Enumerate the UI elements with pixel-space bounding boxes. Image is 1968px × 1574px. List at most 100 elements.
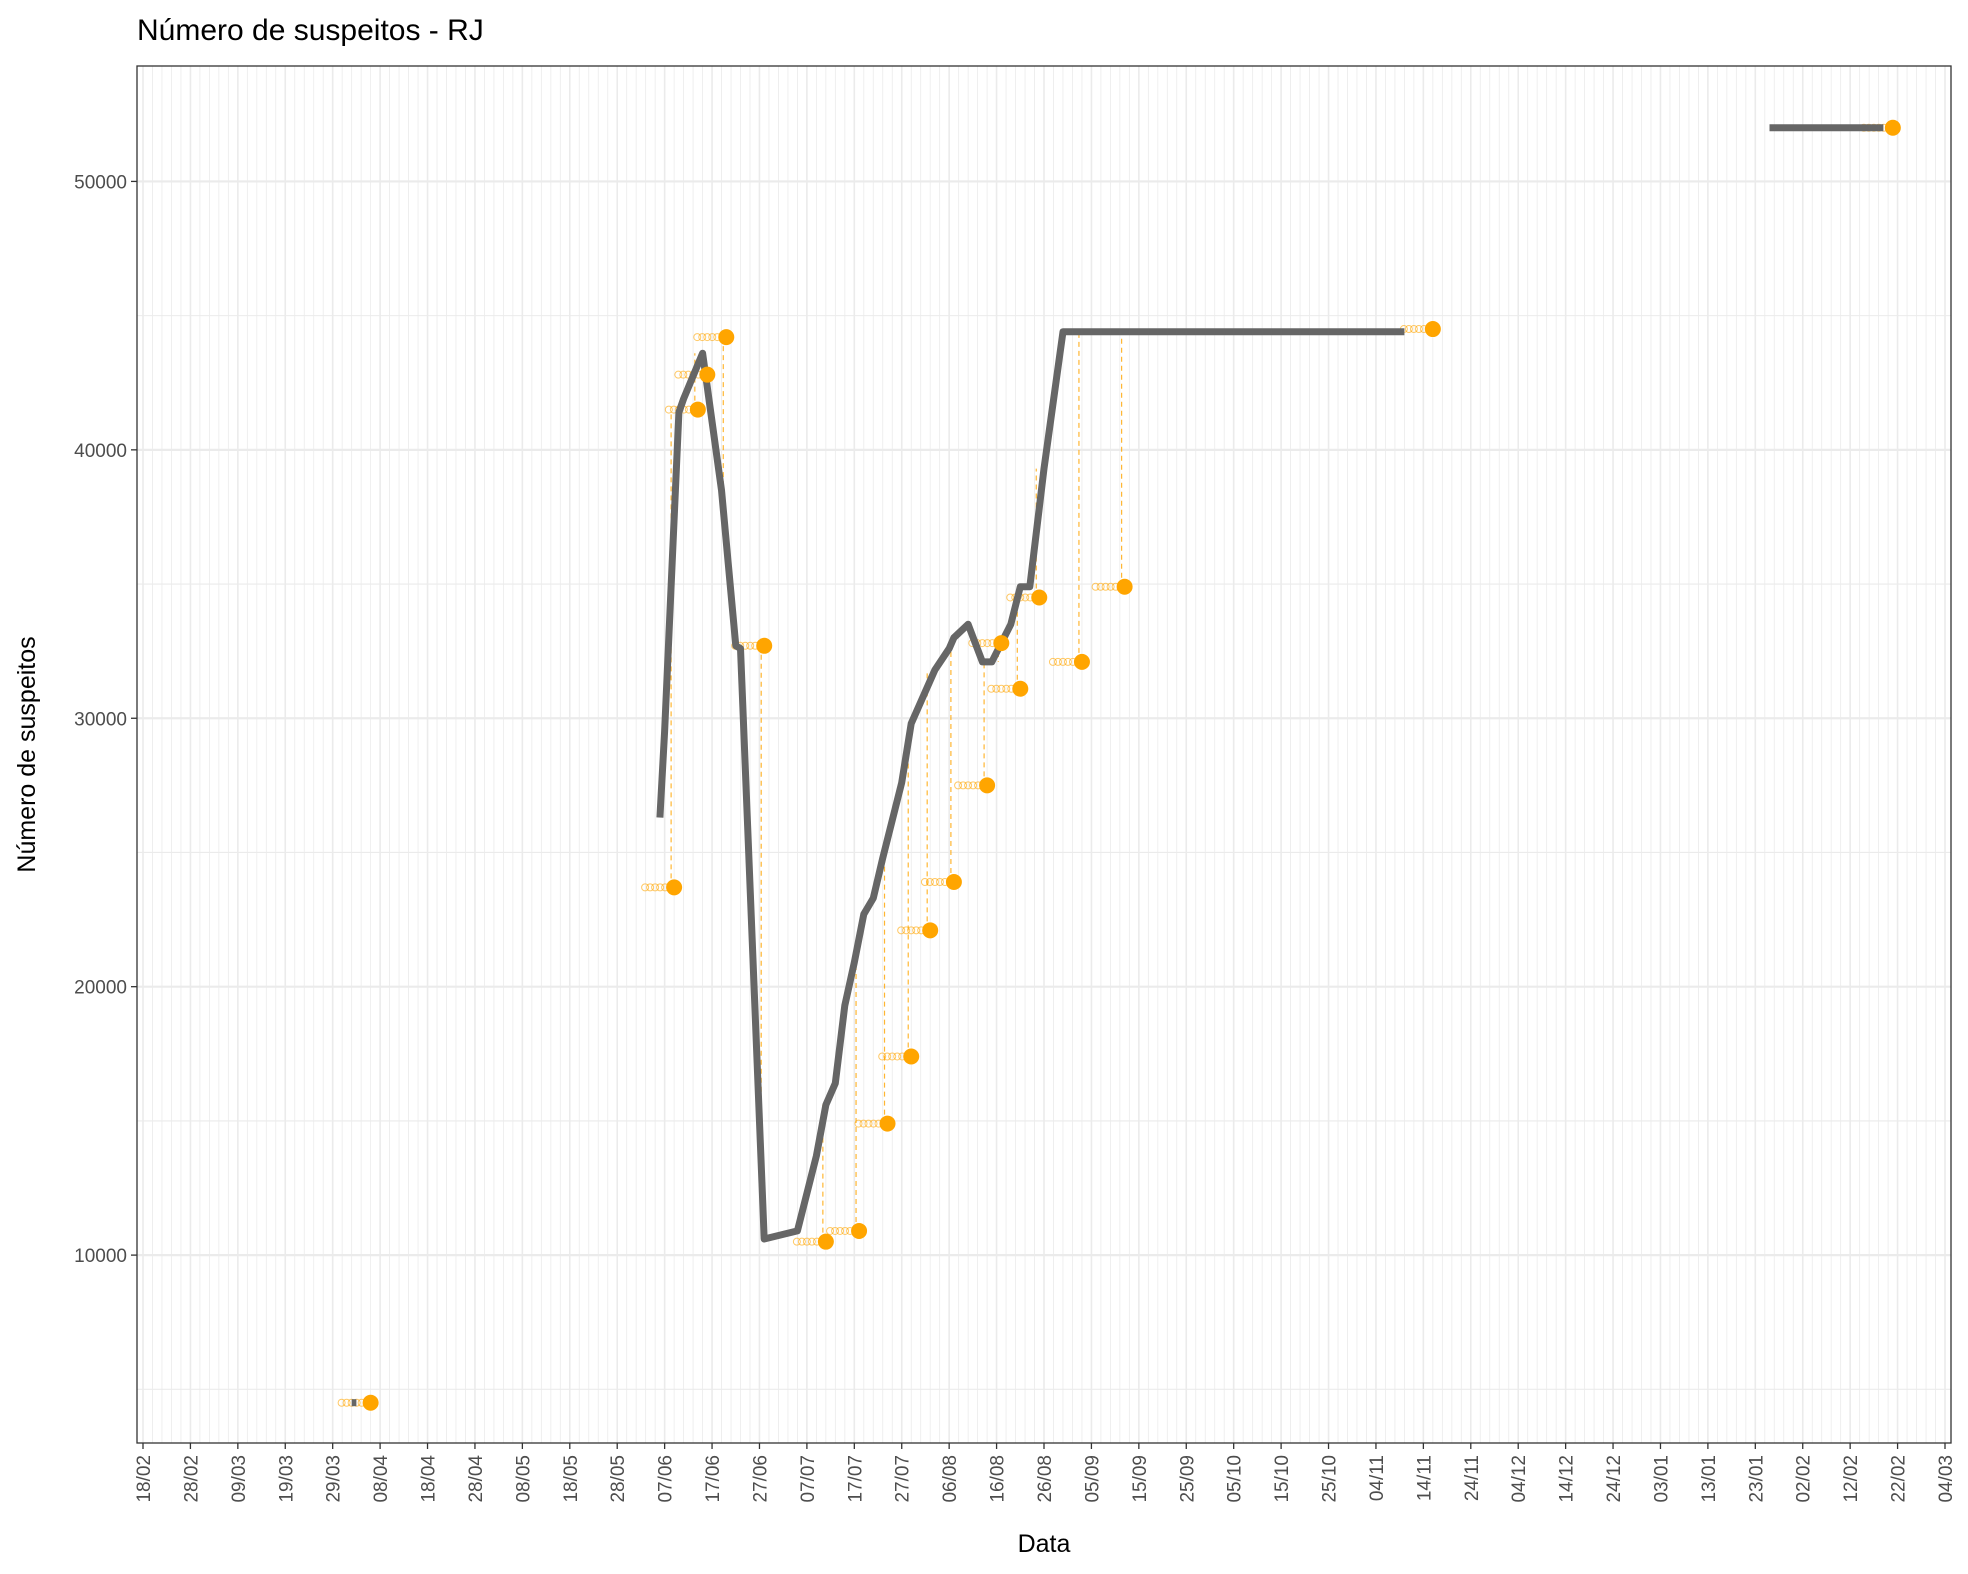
data-point xyxy=(1031,589,1048,606)
data-point xyxy=(756,637,773,654)
point-trail xyxy=(997,684,1006,693)
data-point xyxy=(922,922,939,939)
point-trail xyxy=(1414,325,1423,334)
x-tick-label: 07/07 xyxy=(798,1455,819,1503)
x-tick-label: 08/05 xyxy=(513,1455,534,1503)
point-trail xyxy=(987,684,996,693)
point-trail xyxy=(802,1237,811,1246)
x-tick-label: 07/06 xyxy=(656,1455,677,1503)
data-point xyxy=(362,1394,379,1411)
chart-title: Número de suspeitos - RJ xyxy=(137,14,484,47)
x-tick-label: 16/08 xyxy=(988,1455,1009,1503)
x-tick-label: 08/04 xyxy=(371,1455,392,1503)
series-line-segment xyxy=(656,328,1405,1243)
x-tick-label: 28/04 xyxy=(466,1455,487,1503)
x-tick-label: 27/06 xyxy=(750,1455,771,1503)
data-point xyxy=(945,874,962,890)
point-trail xyxy=(792,1237,801,1246)
series-points xyxy=(362,119,1901,1411)
data-point xyxy=(1073,653,1090,670)
data-point xyxy=(689,401,706,418)
point-trail xyxy=(897,926,906,935)
point-trail xyxy=(698,333,707,342)
x-axis-title: Data xyxy=(1018,1530,1071,1558)
x-tick-label: 19/03 xyxy=(276,1455,297,1503)
x-tick-label: 28/05 xyxy=(608,1455,629,1503)
point-trail xyxy=(1091,582,1100,591)
data-point xyxy=(1884,119,1901,136)
data-point xyxy=(699,366,716,383)
x-tick-label: 06/08 xyxy=(940,1455,961,1503)
y-axis-title: Número de suspeitos xyxy=(13,636,41,872)
grid xyxy=(137,66,1951,1443)
y-tick-label: 10000 xyxy=(74,1246,127,1267)
x-tick-label: 23/01 xyxy=(1746,1455,1767,1503)
point-trail xyxy=(902,926,911,935)
x-tick-label: 04/03 xyxy=(1936,1455,1957,1503)
point-trail xyxy=(969,781,978,790)
data-point xyxy=(879,1115,896,1132)
x-tick-label: 17/06 xyxy=(703,1455,724,1503)
point-trail xyxy=(651,883,660,892)
point-trail xyxy=(656,883,665,892)
point-trail xyxy=(1053,657,1062,666)
point-trail xyxy=(1048,657,1057,666)
point-trail xyxy=(1058,657,1067,666)
x-tick-label: 17/07 xyxy=(845,1455,866,1503)
x-tick-label: 18/04 xyxy=(419,1455,440,1503)
point-trail xyxy=(1096,582,1105,591)
x-tick-label: 22/02 xyxy=(1889,1455,1910,1503)
x-tick-label: 26/08 xyxy=(1035,1455,1056,1503)
x-tick-label: 18/05 xyxy=(561,1455,582,1503)
x-axis: 18/02 28/02 09/03 19/03 29/03 08/04 18/04 28/04… xyxy=(134,1443,1957,1503)
data-point xyxy=(666,879,683,896)
x-tick-label: 15/10 xyxy=(1272,1455,1293,1503)
point-trail xyxy=(992,684,1001,693)
x-tick-label: 27/07 xyxy=(893,1455,914,1503)
x-tick-label: 02/02 xyxy=(1794,1455,1815,1503)
x-tick-label: 13/01 xyxy=(1699,1455,1720,1503)
point-guides xyxy=(337,123,1888,1407)
point-trail xyxy=(646,883,655,892)
data-point xyxy=(903,1048,920,1065)
point-trail xyxy=(831,1226,840,1235)
x-tick-label: 28/02 xyxy=(181,1455,202,1503)
point-trail xyxy=(864,1119,873,1128)
point-trail xyxy=(912,926,921,935)
data-point xyxy=(979,777,996,794)
series-line xyxy=(351,124,1884,1407)
point-trail xyxy=(679,370,688,379)
x-tick-label: 05/10 xyxy=(1225,1455,1246,1503)
point-trail xyxy=(337,1398,346,1407)
point-trail xyxy=(859,1119,868,1128)
x-tick-label: 29/03 xyxy=(324,1455,345,1503)
point-trail xyxy=(964,781,973,790)
data-point xyxy=(1116,578,1133,595)
data-point xyxy=(817,1233,834,1250)
point-trail xyxy=(342,1398,351,1407)
y-tick-label: 50000 xyxy=(74,172,127,193)
data-point xyxy=(851,1222,868,1239)
x-tick-label: 24/12 xyxy=(1604,1455,1625,1503)
x-tick-label: 25/09 xyxy=(1177,1455,1198,1503)
x-tick-label: 12/02 xyxy=(1841,1455,1862,1503)
x-tick-label: 04/12 xyxy=(1509,1455,1530,1503)
point-trail xyxy=(893,1052,902,1061)
x-tick-label: 25/10 xyxy=(1320,1455,1341,1503)
y-tick-label: 40000 xyxy=(74,441,127,462)
point-trail xyxy=(664,405,673,414)
point-trail xyxy=(983,639,992,648)
point-trail xyxy=(708,333,717,342)
point-trail xyxy=(641,883,650,892)
point-trail xyxy=(1404,325,1413,334)
point-trail xyxy=(693,333,702,342)
point-trail xyxy=(930,878,939,886)
point-trail xyxy=(883,1052,892,1061)
x-tick-label: 18/02 xyxy=(134,1455,155,1503)
x-tick-label: 03/01 xyxy=(1651,1455,1672,1503)
x-tick-label: 14/11 xyxy=(1414,1455,1435,1501)
y-tick-label: 20000 xyxy=(74,978,127,999)
x-tick-label: 14/12 xyxy=(1557,1455,1578,1503)
data-point xyxy=(1424,321,1441,338)
